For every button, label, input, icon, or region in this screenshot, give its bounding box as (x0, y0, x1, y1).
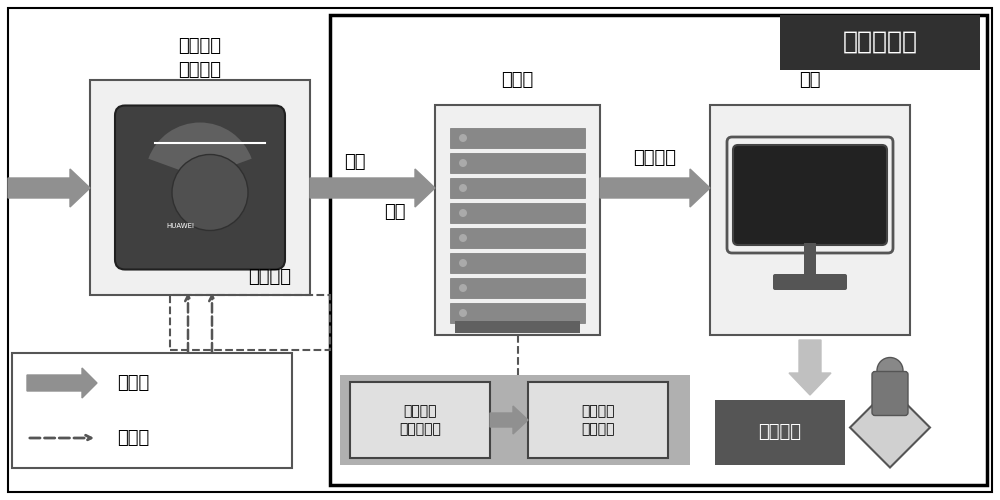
FancyBboxPatch shape (733, 145, 887, 245)
Bar (330, 15, 987, 485)
Text: 数据流: 数据流 (117, 374, 149, 392)
Polygon shape (850, 388, 930, 468)
Circle shape (459, 134, 467, 142)
Text: 异常警示: 异常警示 (759, 424, 802, 442)
Bar (455, 321, 580, 333)
FancyArrow shape (789, 340, 831, 395)
Bar (715, 400, 845, 465)
Bar (804, 243, 816, 278)
Bar (780, 15, 980, 70)
Text: 服务器: 服务器 (501, 71, 534, 89)
Circle shape (877, 358, 903, 384)
Text: 控制流: 控制流 (117, 429, 149, 447)
Bar (90, 80, 310, 295)
Text: 分类结果: 分类结果 (634, 149, 676, 167)
Bar (350, 382, 490, 458)
FancyBboxPatch shape (872, 372, 908, 416)
Bar (710, 105, 910, 335)
FancyArrow shape (490, 406, 528, 434)
FancyBboxPatch shape (115, 106, 285, 270)
Bar (340, 375, 690, 465)
Bar (12, 353, 292, 468)
Circle shape (459, 184, 467, 192)
FancyArrow shape (600, 169, 710, 207)
Bar (450, 303, 585, 323)
Circle shape (459, 159, 467, 167)
Bar (450, 128, 585, 148)
Circle shape (459, 284, 467, 292)
Bar (450, 153, 585, 173)
Text: 声学信号
预处理模块: 声学信号 预处理模块 (399, 404, 441, 436)
Text: 声学信号: 声学信号 (24, 179, 66, 197)
Bar (435, 105, 600, 335)
Bar (450, 228, 585, 248)
FancyArrow shape (8, 169, 90, 207)
FancyArrow shape (310, 169, 435, 207)
Bar (450, 178, 585, 198)
Text: 机械信号室: 机械信号室 (843, 30, 918, 54)
Text: 声学信号
采集模块: 声学信号 采集模块 (178, 37, 222, 79)
Wedge shape (148, 122, 252, 178)
Circle shape (459, 234, 467, 242)
Text: 显示: 显示 (799, 71, 821, 89)
Bar (450, 253, 585, 273)
Circle shape (459, 209, 467, 217)
Circle shape (459, 259, 467, 267)
FancyBboxPatch shape (773, 274, 847, 290)
Text: 启动信号: 启动信号 (248, 268, 292, 286)
Bar (450, 203, 585, 223)
Circle shape (172, 154, 248, 230)
Text: HUAWEI: HUAWEI (166, 222, 194, 228)
Bar (528, 382, 668, 458)
Text: 传输: 传输 (384, 203, 406, 221)
FancyArrow shape (27, 368, 97, 398)
Text: 无线: 无线 (344, 153, 366, 171)
Bar (450, 278, 585, 298)
Text: 声学信号
分类模块: 声学信号 分类模块 (581, 404, 615, 436)
Bar (170, 295, 330, 350)
Circle shape (459, 309, 467, 317)
